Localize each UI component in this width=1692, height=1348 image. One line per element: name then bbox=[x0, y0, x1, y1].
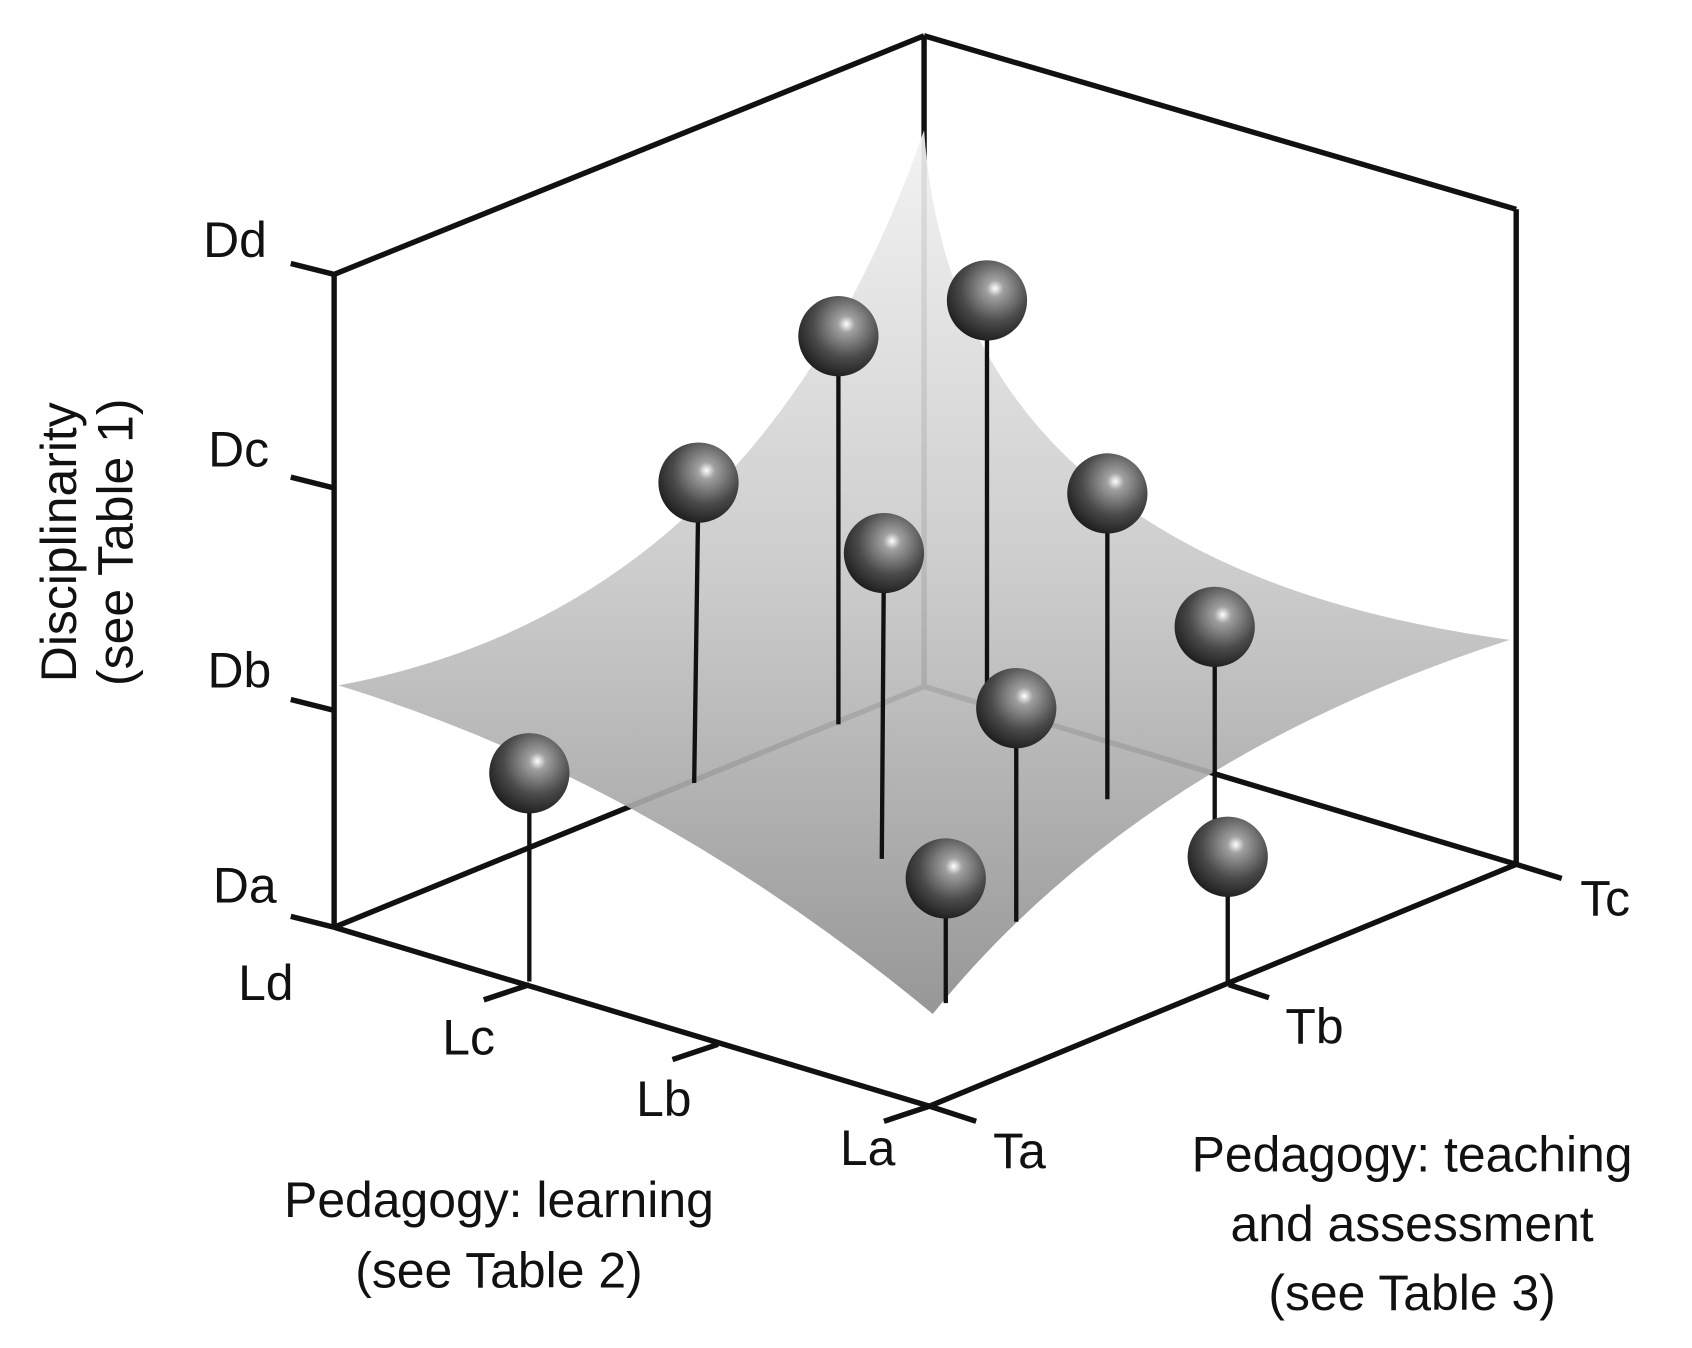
axis-title-line: (see Table 1) bbox=[88, 399, 144, 686]
axis-title-line: (see Table 2) bbox=[355, 1242, 642, 1298]
pin-ball bbox=[946, 260, 1028, 341]
pin-ball bbox=[905, 838, 986, 919]
pin-ball bbox=[976, 668, 1057, 749]
axis-title-line: Pedagogy: learning bbox=[284, 1172, 714, 1228]
box-frame bbox=[331, 33, 1519, 1109]
axis-title-line: Disciplinarity bbox=[31, 402, 87, 682]
t-tick-labels: Ta Tb Tc bbox=[993, 870, 1630, 1179]
tick-label: Ld bbox=[238, 955, 293, 1011]
d-axis-title: Disciplinarity (see Table 1) bbox=[31, 399, 143, 686]
pin-ball bbox=[798, 296, 879, 377]
tick-label: Tb bbox=[1285, 998, 1343, 1054]
pins bbox=[489, 260, 1268, 1004]
pin-ball bbox=[489, 733, 570, 814]
tick-label: Ta bbox=[993, 1123, 1046, 1179]
tick-label: Dc bbox=[208, 421, 269, 477]
axis-title-line: and assessment bbox=[1231, 1196, 1594, 1252]
axis-title-line: Pedagogy: teaching bbox=[1192, 1126, 1633, 1182]
pin-stem bbox=[692, 482, 701, 784]
tick-label: Dd bbox=[203, 212, 267, 268]
tick-label: Lb bbox=[636, 1071, 691, 1127]
pin-stem bbox=[879, 553, 887, 859]
l-axis-title: Pedagogy: learning (see Table 2) bbox=[284, 1172, 714, 1298]
pin-ball bbox=[1174, 586, 1255, 667]
tick-label: Tc bbox=[1580, 870, 1630, 926]
pin-ball bbox=[1067, 453, 1148, 534]
pin-ball bbox=[658, 442, 739, 523]
pin-ball bbox=[1187, 816, 1268, 897]
tick-label: Db bbox=[207, 643, 271, 699]
tick-label: Lc bbox=[442, 1009, 495, 1065]
tick-label: Da bbox=[213, 857, 277, 913]
axis-title-line: (see Table 3) bbox=[1268, 1265, 1555, 1321]
d-tick-labels: Da Db Dc Dd bbox=[203, 212, 277, 913]
t-axis-title: Pedagogy: teaching and assessment (see T… bbox=[1192, 1126, 1633, 1321]
surface bbox=[338, 130, 1510, 1014]
tick-label: La bbox=[840, 1120, 896, 1176]
l-tick-labels: La Lb Lc Ld bbox=[238, 955, 896, 1176]
pin-ball bbox=[843, 512, 925, 594]
ticks bbox=[290, 260, 1563, 1124]
